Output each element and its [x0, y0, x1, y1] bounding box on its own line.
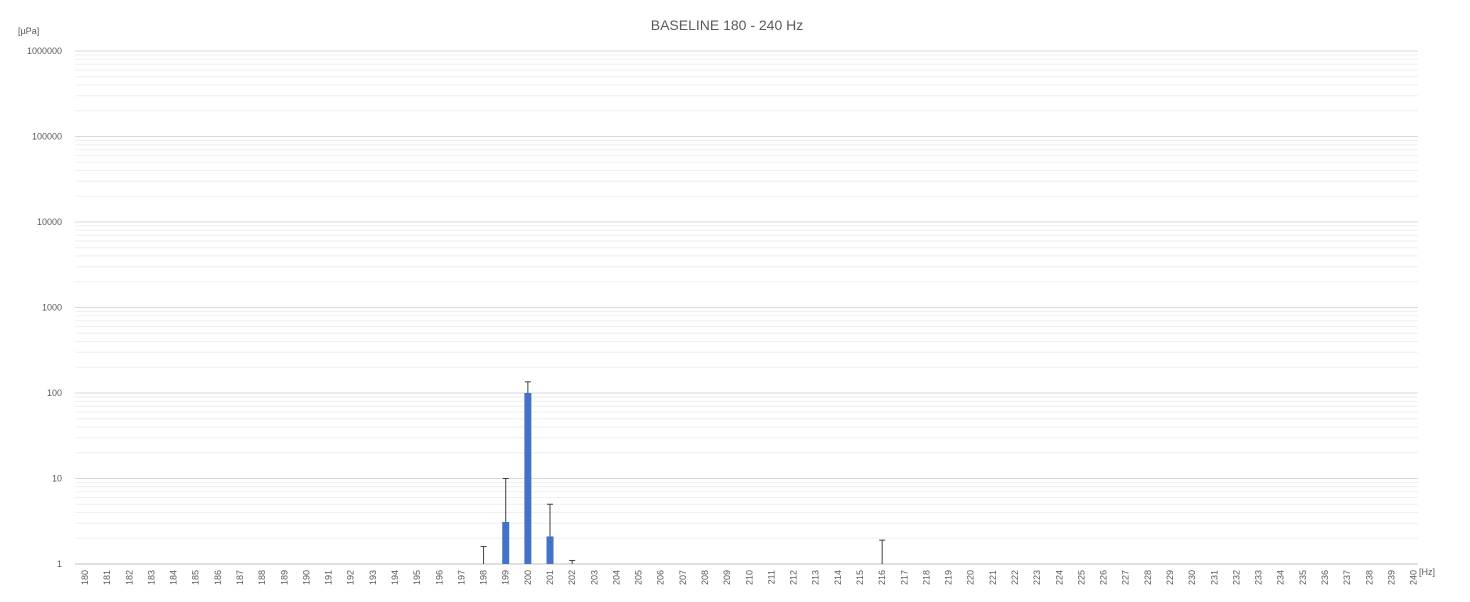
x-tick-label: 200 [523, 570, 533, 585]
x-tick-label: 228 [1143, 570, 1153, 585]
error-bar-216 [879, 539, 886, 564]
bars [502, 393, 554, 564]
x-tick-label: 209 [722, 570, 732, 585]
grid-lines [75, 50, 1418, 565]
x-tick-label: 197 [456, 570, 466, 585]
error-bars [480, 381, 886, 564]
bar-200 [524, 393, 532, 564]
chart-title: BASELINE 180 - 240 Hz [651, 17, 804, 33]
y-tick-label: 100000 [32, 132, 62, 142]
x-tick-label: 205 [634, 570, 644, 585]
x-tick-label: 226 [1099, 570, 1109, 585]
x-axis-label: [Hz] [1419, 567, 1435, 577]
x-tick-label: 229 [1165, 570, 1175, 585]
x-tick-label: 220 [966, 570, 976, 585]
x-tick-label: 211 [766, 570, 776, 584]
x-tick-label: 219 [944, 570, 954, 585]
x-tick-label: 194 [390, 570, 400, 585]
error-bar-202 [569, 559, 576, 564]
x-tick-label: 213 [811, 570, 821, 585]
x-tick-label: 182 [124, 570, 134, 585]
x-tick-label: 224 [1054, 570, 1064, 585]
y-axis-label: [µPa] [18, 26, 39, 36]
x-tick-label: 184 [169, 570, 179, 585]
x-tick-label: 214 [833, 570, 843, 585]
x-tick-label: 217 [899, 570, 909, 585]
x-tick-label: 240 [1409, 570, 1419, 585]
error-bar-199 [502, 478, 509, 522]
y-tick-label: 1000 [42, 303, 62, 313]
x-tick-label: 191 [324, 570, 334, 585]
y-tick-labels: 1 10 100 1000 10000 100000 1000000 [27, 46, 62, 569]
x-tick-label: 236 [1320, 570, 1330, 585]
x-tick-label: 208 [700, 570, 710, 585]
error-bar-200 [524, 381, 531, 393]
x-tick-label: 206 [656, 570, 666, 585]
x-tick-label: 230 [1187, 570, 1197, 585]
x-tick-label: 232 [1231, 570, 1241, 585]
x-tick-label: 216 [877, 570, 887, 585]
x-tick-label: 207 [678, 570, 688, 585]
x-tick-label: 198 [479, 570, 489, 585]
x-tick-labels: 180 181 182 183 184 185 186 187 188 189 190 191 192 1… [80, 570, 1419, 585]
x-tick-label: 223 [1032, 570, 1042, 585]
error-bar-198 [480, 546, 487, 564]
x-tick-label: 195 [412, 570, 422, 585]
x-tick-label: 210 [744, 570, 754, 585]
x-tick-label: 239 [1386, 570, 1396, 585]
x-tick-label: 181 [102, 570, 112, 585]
x-tick-label: 221 [988, 570, 998, 585]
x-tick-label: 189 [279, 570, 289, 585]
x-tick-label: 234 [1276, 570, 1286, 585]
y-tick-label: 1000000 [27, 46, 62, 56]
x-tick-label: 222 [1010, 570, 1020, 585]
x-tick-label: 203 [589, 570, 599, 585]
x-tick-label: 212 [789, 570, 799, 585]
x-tick-label: 199 [501, 570, 511, 585]
x-tick-label: 235 [1298, 570, 1308, 585]
x-tick-label: 180 [80, 570, 90, 585]
x-tick-label: 231 [1209, 570, 1219, 585]
y-tick-label: 10 [52, 474, 62, 484]
x-tick-label: 188 [257, 570, 267, 585]
x-tick-label: 190 [301, 570, 311, 585]
x-tick-label: 187 [235, 570, 245, 585]
bar-201 [546, 536, 554, 564]
x-tick-label: 202 [567, 570, 577, 585]
x-tick-label: 185 [191, 570, 201, 585]
x-tick-label: 215 [855, 570, 865, 585]
x-tick-label: 233 [1254, 570, 1264, 585]
x-tick-label: 204 [611, 570, 621, 585]
x-tick-label: 227 [1121, 570, 1131, 585]
y-tick-label: 1 [57, 559, 62, 569]
x-tick-label: 193 [368, 570, 378, 585]
x-tick-label: 201 [545, 570, 555, 585]
x-tick-label: 183 [146, 570, 156, 585]
x-tick-label: 225 [1076, 570, 1086, 585]
error-bar-201 [547, 503, 554, 537]
x-tick-label: 238 [1364, 570, 1374, 585]
y-tick-label: 100 [47, 388, 62, 398]
y-tick-label: 10000 [37, 217, 62, 227]
x-tick-label: 192 [346, 570, 356, 585]
bar-199 [502, 521, 510, 564]
x-tick-label: 218 [921, 570, 931, 585]
x-tick-label: 237 [1342, 570, 1352, 585]
x-tick-label: 186 [213, 570, 223, 585]
x-tick-label: 196 [434, 570, 444, 585]
